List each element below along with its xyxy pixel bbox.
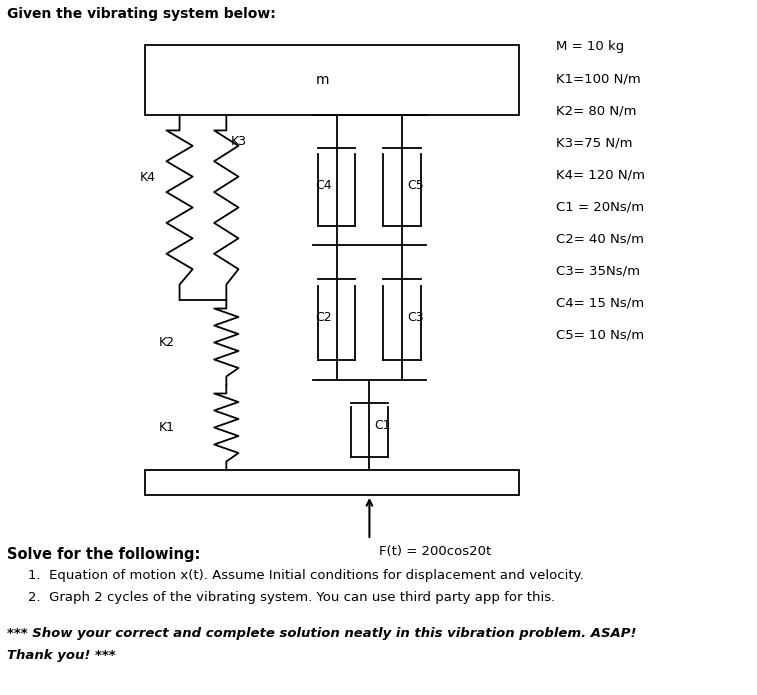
Text: Thank you! ***: Thank you! *** xyxy=(8,649,116,662)
Text: C3: C3 xyxy=(407,311,423,324)
Text: 1.  Equation of motion x(t). Assume Initial conditions for displacement and velo: 1. Equation of motion x(t). Assume Initi… xyxy=(28,569,584,582)
Text: K3=75 N/m: K3=75 N/m xyxy=(556,136,633,149)
Text: m: m xyxy=(316,73,329,87)
Text: K1: K1 xyxy=(159,421,175,434)
Text: K2= 80 N/m: K2= 80 N/m xyxy=(556,104,637,117)
Text: C4= 15 Ns/m: C4= 15 Ns/m xyxy=(556,296,645,309)
Text: C5: C5 xyxy=(407,179,424,192)
Text: C1: C1 xyxy=(374,418,391,432)
Text: C5= 10 Ns/m: C5= 10 Ns/m xyxy=(556,328,645,341)
Text: 2.  Graph 2 cycles of the vibrating system. You can use third party app for this: 2. Graph 2 cycles of the vibrating syste… xyxy=(28,591,556,604)
Text: C4: C4 xyxy=(316,179,332,192)
Text: K1=100 N/m: K1=100 N/m xyxy=(556,72,641,85)
Text: C2= 40 Ns/m: C2= 40 Ns/m xyxy=(556,232,644,245)
Text: C3= 35Ns/m: C3= 35Ns/m xyxy=(556,264,640,277)
Bar xyxy=(145,45,519,115)
Text: C2: C2 xyxy=(316,311,332,324)
Text: K4: K4 xyxy=(140,171,156,184)
Text: K2: K2 xyxy=(159,336,175,349)
Bar xyxy=(145,470,519,495)
Text: K4= 120 N/m: K4= 120 N/m xyxy=(556,168,646,181)
Text: F(t) = 200cos20t: F(t) = 200cos20t xyxy=(378,545,491,558)
Text: *** Show your correct and complete solution neatly in this vibration problem. AS: *** Show your correct and complete solut… xyxy=(8,627,637,640)
Text: Solve for the following:: Solve for the following: xyxy=(8,547,201,562)
Text: M = 10 kg: M = 10 kg xyxy=(556,40,625,53)
Text: K3: K3 xyxy=(231,135,247,148)
Text: C1 = 20Ns/m: C1 = 20Ns/m xyxy=(556,200,645,213)
Text: Given the vibrating system below:: Given the vibrating system below: xyxy=(8,7,276,21)
